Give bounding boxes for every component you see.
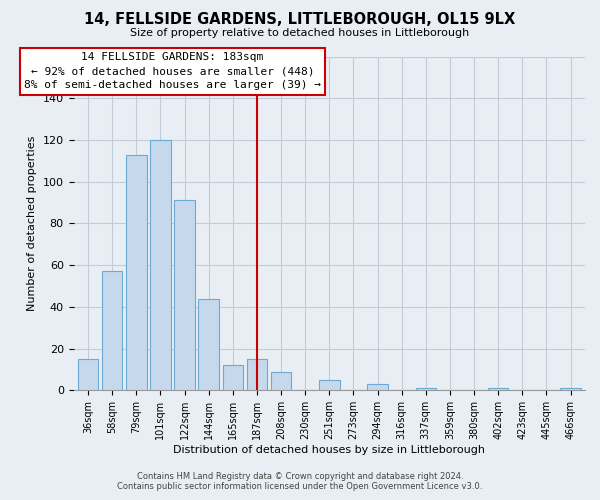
Text: 14, FELLSIDE GARDENS, LITTLEBOROUGH, OL15 9LX: 14, FELLSIDE GARDENS, LITTLEBOROUGH, OL1… bbox=[85, 12, 515, 28]
Bar bbox=[488, 388, 508, 390]
Bar bbox=[150, 140, 170, 390]
Bar bbox=[319, 380, 340, 390]
Bar bbox=[126, 154, 146, 390]
Text: 14 FELLSIDE GARDENS: 183sqm
← 92% of detached houses are smaller (448)
8% of sem: 14 FELLSIDE GARDENS: 183sqm ← 92% of det… bbox=[24, 52, 321, 90]
Bar bbox=[247, 359, 267, 390]
Bar bbox=[199, 298, 219, 390]
X-axis label: Distribution of detached houses by size in Littleborough: Distribution of detached houses by size … bbox=[173, 445, 485, 455]
Bar bbox=[78, 359, 98, 390]
Text: Size of property relative to detached houses in Littleborough: Size of property relative to detached ho… bbox=[130, 28, 470, 38]
Bar bbox=[560, 388, 581, 390]
Text: Contains HM Land Registry data © Crown copyright and database right 2024.
Contai: Contains HM Land Registry data © Crown c… bbox=[118, 472, 482, 491]
Bar bbox=[174, 200, 195, 390]
Bar bbox=[102, 272, 122, 390]
Y-axis label: Number of detached properties: Number of detached properties bbox=[27, 136, 37, 311]
Bar bbox=[271, 372, 291, 390]
Bar bbox=[367, 384, 388, 390]
Bar bbox=[416, 388, 436, 390]
Bar bbox=[223, 366, 243, 390]
